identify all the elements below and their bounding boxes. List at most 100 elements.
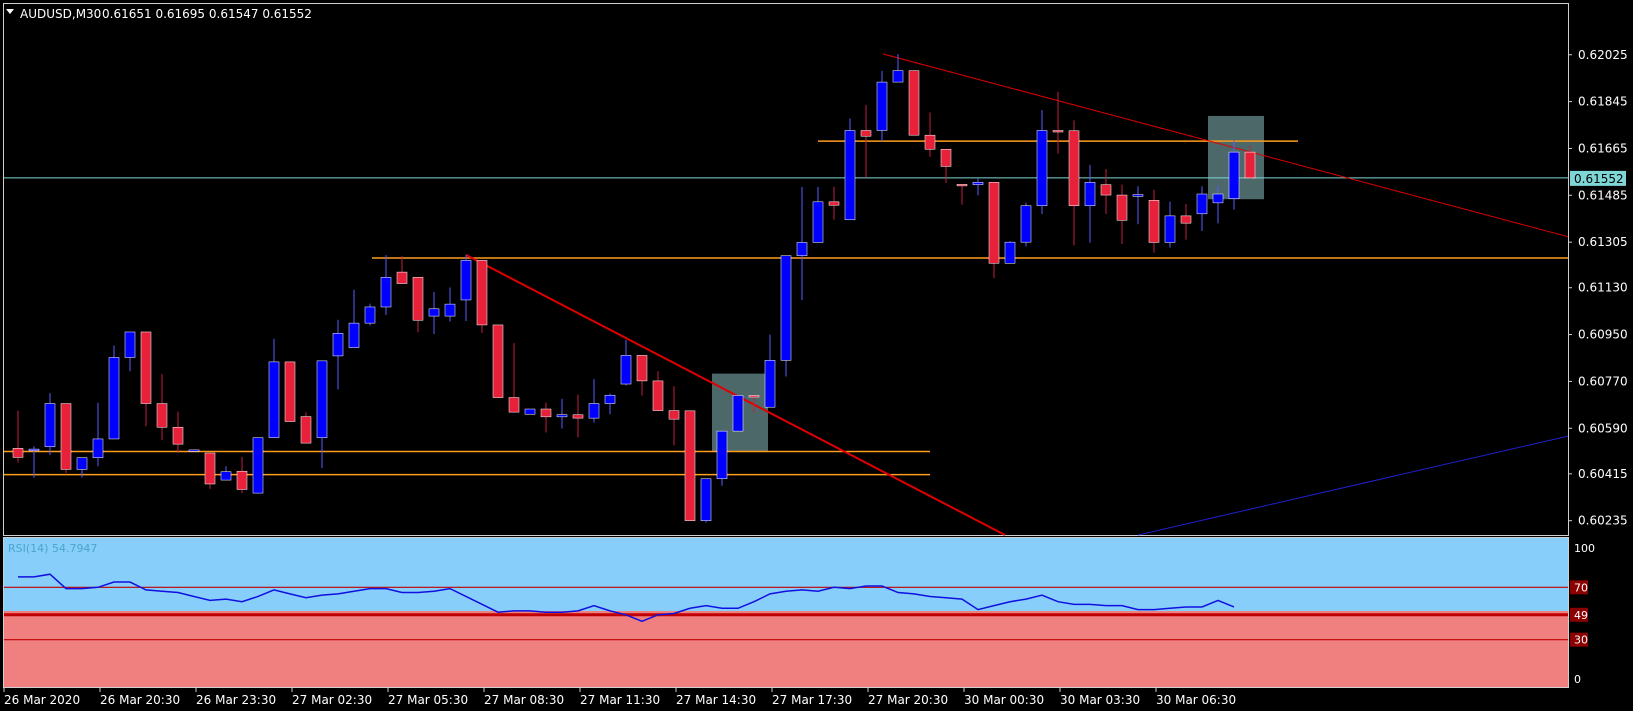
rsi-level-label: 70 — [1574, 581, 1588, 594]
bear-candle — [684, 410, 696, 521]
bull-candle — [764, 360, 776, 408]
bull-candle — [796, 242, 808, 256]
bull-candle — [876, 81, 888, 131]
bear-candle — [508, 397, 520, 413]
bear-candle — [236, 470, 248, 490]
bull-candle — [620, 355, 632, 385]
time-tick-label: 27 Mar 02:30 — [292, 693, 372, 707]
bear-candle — [860, 130, 872, 137]
bull-candle — [1228, 151, 1240, 199]
time-tick-label: 30 Mar 06:30 — [1156, 693, 1236, 707]
bull-candle — [892, 70, 904, 83]
bear-candle — [1244, 151, 1256, 179]
bear-candle — [204, 452, 216, 485]
support-resistance-lines — [4, 140, 1568, 476]
bear-candle — [60, 403, 72, 470]
ascending-trendline — [1137, 435, 1569, 536]
bull-candle — [124, 331, 136, 358]
bear-candle — [988, 182, 1000, 264]
bear-candle — [1116, 194, 1128, 221]
ohlc-quote: 0.61651 0.61695 0.61547 0.61552 — [102, 7, 312, 21]
bull-candle — [1020, 205, 1032, 243]
time-tick-label: 27 Mar 11:30 — [580, 693, 660, 707]
bull-candle — [716, 430, 728, 480]
bull-candle — [844, 130, 856, 221]
bull-candle — [1036, 130, 1048, 206]
current-price-label: 0.61552 — [1574, 172, 1624, 186]
bear-candle — [396, 271, 408, 284]
rsi-upper-zone — [4, 538, 1569, 611]
bear-candle — [956, 184, 968, 187]
bull-candle — [316, 360, 328, 438]
bear-candle — [668, 410, 680, 420]
bull-candle — [188, 449, 200, 452]
price-tick-label: 0.61485 — [1578, 188, 1628, 202]
price-tick-label: 0.61130 — [1578, 281, 1628, 295]
bear-candle — [908, 70, 920, 136]
time-tick-label: 27 Mar 14:30 — [676, 693, 756, 707]
chart-menu-icon[interactable] — [6, 9, 14, 14]
descending-trendline — [465, 254, 1006, 536]
bull-candle — [1132, 194, 1144, 197]
bull-candle — [44, 403, 56, 448]
bear-candle — [652, 380, 664, 411]
bear-candle — [476, 260, 488, 326]
candles — [12, 53, 1256, 523]
bull-candle — [604, 394, 616, 404]
bear-candle — [156, 403, 168, 428]
bear-candle — [284, 361, 296, 422]
price-tick-label: 0.61845 — [1578, 95, 1628, 109]
bull-candle — [1212, 193, 1224, 204]
bull-candle — [460, 260, 472, 301]
bear-candle — [300, 416, 312, 444]
rsi-panel-border — [3, 537, 1569, 688]
bull-candle — [700, 478, 712, 521]
bull-candle — [220, 471, 232, 481]
bear-candle — [1148, 200, 1160, 243]
price-tick-label: 0.61665 — [1578, 141, 1628, 155]
trendlines — [465, 53, 1569, 536]
time-tick-label: 27 Mar 20:30 — [868, 693, 948, 707]
time-tick-label: 30 Mar 03:30 — [1060, 693, 1140, 707]
bull-candle — [28, 448, 40, 451]
bull-candle — [812, 201, 824, 243]
bear-candle — [1100, 184, 1112, 196]
price-panel-border — [3, 3, 1569, 536]
bear-candle — [12, 448, 24, 458]
rsi-line — [18, 573, 1235, 623]
rsi-level-label: 0 — [1574, 673, 1581, 686]
time-axis: 26 Mar 2020 26 Mar 20:30 26 Mar 23:30 27 Ma… — [3, 688, 1236, 707]
current-price-tag — [1570, 170, 1626, 186]
symbol-label: AUDUSD,M30 — [20, 7, 101, 21]
time-tick-label: 26 Mar 23:30 — [196, 693, 276, 707]
bull-candle — [780, 255, 792, 361]
time-tick-label: 30 Mar 00:30 — [964, 693, 1044, 707]
rsi-level-label: 30 — [1574, 634, 1588, 647]
price-tick-label: 0.60950 — [1578, 328, 1628, 342]
bear-candle — [1068, 130, 1080, 206]
bull-candle — [444, 303, 456, 317]
bull-candle — [332, 333, 344, 357]
rsi-lower-zone — [4, 611, 1569, 687]
bear-candle — [636, 355, 648, 382]
bull-candle — [524, 408, 536, 415]
time-tick-label: 26 Mar 20:30 — [100, 693, 180, 707]
bull-candle — [1084, 182, 1096, 206]
bear-candle — [140, 331, 152, 404]
time-tick-label: 26 Mar 2020 — [4, 693, 80, 707]
bear-candle — [924, 134, 936, 150]
price-tick-label: 0.60415 — [1578, 467, 1628, 481]
rsi-level-label: 100 — [1574, 542, 1595, 555]
bull-candle — [588, 403, 600, 419]
bull-candle — [1196, 193, 1208, 215]
bull-candle — [252, 437, 264, 494]
bull-candle — [92, 438, 104, 458]
rsi-level-tag — [1570, 580, 1588, 595]
bear-candle — [940, 148, 952, 167]
time-tick-label: 27 Mar 05:30 — [388, 693, 468, 707]
price-tick-label: 0.60770 — [1578, 374, 1628, 388]
bull-candle — [972, 182, 984, 185]
price-tick-label: 0.60235 — [1578, 514, 1628, 528]
bull-candle — [556, 414, 568, 418]
